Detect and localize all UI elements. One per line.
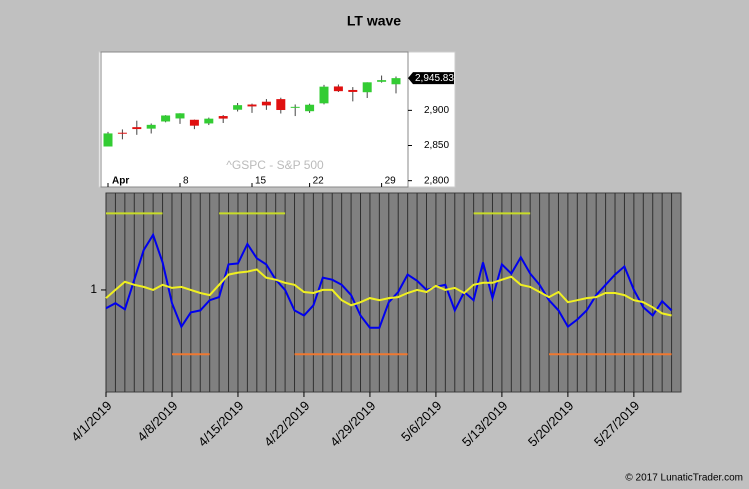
candle-body [132, 127, 142, 130]
candle-body [305, 104, 315, 112]
x-tick-label: 15 [255, 176, 267, 187]
candle-body [348, 89, 358, 92]
candle-body [319, 86, 329, 104]
candle-body [391, 78, 401, 85]
x-tick-label: 8 [183, 176, 189, 187]
series-line [105, 232, 673, 329]
x-tick-label: Apr [112, 176, 129, 187]
candle-body [333, 86, 343, 92]
x-tick-label: 29 [385, 176, 397, 187]
x-tick-label: 22 [313, 176, 325, 187]
watermark: ^GSPC - S&P 500 [226, 158, 324, 172]
last-price-label: 2,945.83 [415, 73, 454, 84]
inset-panel [98, 51, 456, 188]
plot-area [105, 192, 682, 393]
candle-body [103, 133, 113, 147]
y-tick-label: 2,900 [424, 105, 449, 116]
candle-body [175, 113, 185, 119]
candle-body [247, 104, 257, 107]
chart-title: LT wave [347, 13, 401, 29]
candle-body [362, 82, 372, 93]
candle-body [377, 80, 387, 82]
series-line [105, 268, 672, 317]
candle-body [218, 116, 228, 119]
y-tick-label: 1 [90, 282, 97, 296]
candle-body [233, 105, 243, 110]
candle-body [204, 118, 214, 124]
candle-body [161, 115, 171, 122]
y-tick-label: 2,850 [424, 140, 449, 151]
candle-body [261, 101, 271, 106]
candle-body [189, 119, 199, 126]
candle-body [290, 106, 300, 108]
inset-plot-area [100, 51, 409, 188]
y-tick-label: 2,800 [424, 175, 449, 186]
last-price-marker [408, 72, 454, 85]
candle-body [146, 124, 156, 129]
candle-body [276, 99, 286, 111]
candle-body [117, 132, 127, 134]
credit: © 2017 LunaticTrader.com [625, 473, 743, 484]
